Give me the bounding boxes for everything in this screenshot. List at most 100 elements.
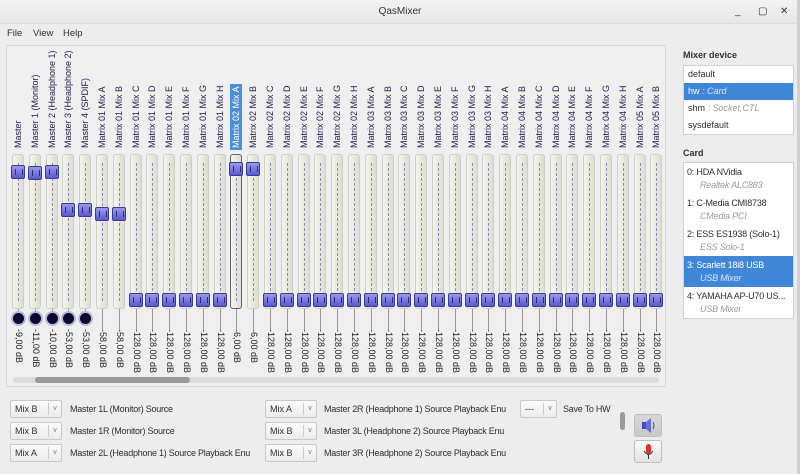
channel-label[interactable]: Matrix 03 Mix H (483, 85, 494, 148)
channel-label[interactable]: Matrix 03 Mix C (399, 85, 410, 148)
maximize-button[interactable]: ▢ (758, 6, 768, 17)
channel-label[interactable]: Matrix 03 Mix B (382, 85, 393, 148)
slider-thumb[interactable] (481, 293, 496, 307)
volume-slider[interactable] (348, 154, 360, 309)
channel-label[interactable]: Matrix 03 Mix E (433, 85, 443, 148)
slider-thumb[interactable] (447, 293, 462, 307)
volume-slider[interactable] (600, 154, 612, 309)
slider-thumb[interactable] (531, 293, 546, 307)
volume-slider[interactable] (583, 154, 596, 309)
channel-label[interactable]: Matrix 01 Mix B (113, 85, 124, 148)
device-item-sysdefault[interactable]: sysdefault (684, 117, 793, 134)
volume-slider[interactable] (45, 154, 58, 309)
volume-slider[interactable] (280, 154, 293, 309)
channel-label[interactable]: Matrix 02 Mix F (315, 86, 326, 148)
vertical-scrollbar[interactable] (619, 402, 627, 466)
slider-thumb[interactable] (397, 293, 412, 307)
volume-slider[interactable] (62, 154, 75, 309)
save-to-hw-combobox[interactable]: --- v (520, 400, 557, 418)
slider-thumb[interactable] (296, 293, 311, 307)
channel-label[interactable]: Matrix 01 Mix D (147, 85, 158, 148)
volume-slider[interactable] (129, 154, 142, 309)
mute-switch[interactable] (29, 313, 41, 324)
device-item-shm[interactable]: shm : Socket,CTL (684, 100, 793, 117)
volume-slider[interactable] (364, 154, 377, 309)
volume-slider[interactable] (566, 154, 579, 309)
slider-thumb[interactable] (246, 162, 261, 176)
card-item[interactable]: 4: YAMAHA AP-U70 US... USB Mixer (684, 287, 793, 318)
channel-label[interactable]: Matrix 04 Mix B (517, 85, 527, 148)
slider-thumb[interactable] (61, 202, 76, 217)
volume-slider[interactable] (230, 154, 243, 309)
channel-label[interactable]: Matrix 05 Mix A (634, 86, 645, 148)
playback-speaker-button[interactable] (634, 414, 662, 437)
channel-label[interactable]: Matrix 04 Mix C (533, 85, 544, 148)
slider-thumb[interactable] (195, 293, 210, 307)
card-item[interactable]: 2: ESS ES1938 (Solo-1) ESS Solo-1 (684, 225, 793, 256)
volume-slider[interactable] (398, 154, 411, 309)
channel-label[interactable]: Matrix 02 Mix D (281, 85, 292, 148)
slider-thumb[interactable] (431, 293, 445, 307)
channel-label[interactable]: Matrix 02 Mix B (248, 85, 259, 148)
channel-label[interactable]: Matrix 05 Mix B (651, 85, 662, 148)
volume-slider[interactable] (247, 154, 260, 309)
channel-label[interactable]: Matrix 04 Mix G (601, 84, 611, 148)
volume-slider[interactable] (213, 154, 226, 309)
volume-slider[interactable] (415, 154, 428, 309)
volume-slider[interactable] (112, 154, 125, 309)
volume-slider[interactable] (465, 154, 478, 309)
channel-label[interactable]: Matrix 01 Mix A (97, 86, 107, 148)
channel-label[interactable]: Matrix 03 Mix D (416, 85, 427, 148)
enum-combobox[interactable]: Mix B v (10, 422, 62, 440)
slider-thumb[interactable] (78, 202, 93, 217)
slider-thumb[interactable] (649, 293, 664, 307)
scrollbar-handle[interactable] (620, 412, 625, 430)
slider-thumb[interactable] (548, 293, 563, 307)
enum-combobox[interactable]: Mix B v (265, 444, 317, 462)
channel-label[interactable]: Matrix 02 Mix A (230, 84, 243, 150)
volume-slider[interactable] (96, 154, 108, 309)
slider-thumb[interactable] (263, 293, 277, 307)
channel-label[interactable]: Matrix 04 Mix A (500, 86, 511, 148)
slider-thumb[interactable] (347, 293, 361, 307)
enum-combobox[interactable]: Mix A v (10, 444, 62, 462)
volume-slider[interactable] (79, 154, 92, 309)
volume-slider[interactable] (516, 154, 528, 309)
volume-slider[interactable] (549, 154, 562, 309)
volume-slider[interactable] (180, 154, 192, 309)
volume-slider[interactable] (499, 154, 512, 309)
channel-label[interactable]: Matrix 04 Mix H (617, 85, 628, 148)
volume-slider[interactable] (146, 154, 159, 309)
channel-label[interactable]: Matrix 04 Mix E (567, 85, 578, 148)
channel-label[interactable]: Matrix 02 Mix C (265, 85, 275, 148)
channel-label[interactable]: Matrix 01 Mix E (164, 85, 175, 148)
menu-view[interactable]: View (33, 28, 54, 39)
channel-label[interactable]: Matrix 03 Mix A (365, 86, 376, 148)
enum-combobox[interactable]: Mix A v (265, 400, 317, 418)
slider-thumb[interactable] (179, 293, 193, 307)
volume-slider[interactable] (633, 154, 646, 309)
slider-thumb[interactable] (414, 293, 429, 307)
slider-thumb[interactable] (498, 293, 513, 307)
slider-thumb[interactable] (162, 293, 177, 307)
volume-slider[interactable] (196, 154, 209, 309)
mute-switch[interactable] (63, 313, 75, 324)
channel-label[interactable]: Master (13, 120, 23, 148)
volume-slider[interactable] (432, 154, 444, 309)
channel-label[interactable]: Matrix 01 Mix G (197, 84, 208, 148)
slider-thumb[interactable] (582, 293, 597, 307)
slider-thumb[interactable] (95, 207, 109, 221)
volume-slider[interactable] (482, 154, 495, 309)
card-item[interactable]: 1: C-Media CMI8738 CMedia PCI (684, 194, 793, 225)
volume-slider[interactable] (297, 154, 310, 309)
slider-thumb[interactable] (515, 293, 529, 307)
close-button[interactable]: ✕ (780, 6, 789, 17)
card-item[interactable]: 3: Scarlett 18i8 USB USB Mixer (684, 256, 793, 287)
slider-thumb[interactable] (111, 207, 126, 221)
scrollbar-handle[interactable] (35, 377, 190, 383)
slider-thumb[interactable] (44, 165, 59, 180)
mute-switch[interactable] (80, 313, 92, 324)
slider-thumb[interactable] (599, 293, 613, 307)
channel-label[interactable]: Matrix 01 Mix H (214, 85, 225, 148)
slider-thumb[interactable] (464, 293, 479, 307)
